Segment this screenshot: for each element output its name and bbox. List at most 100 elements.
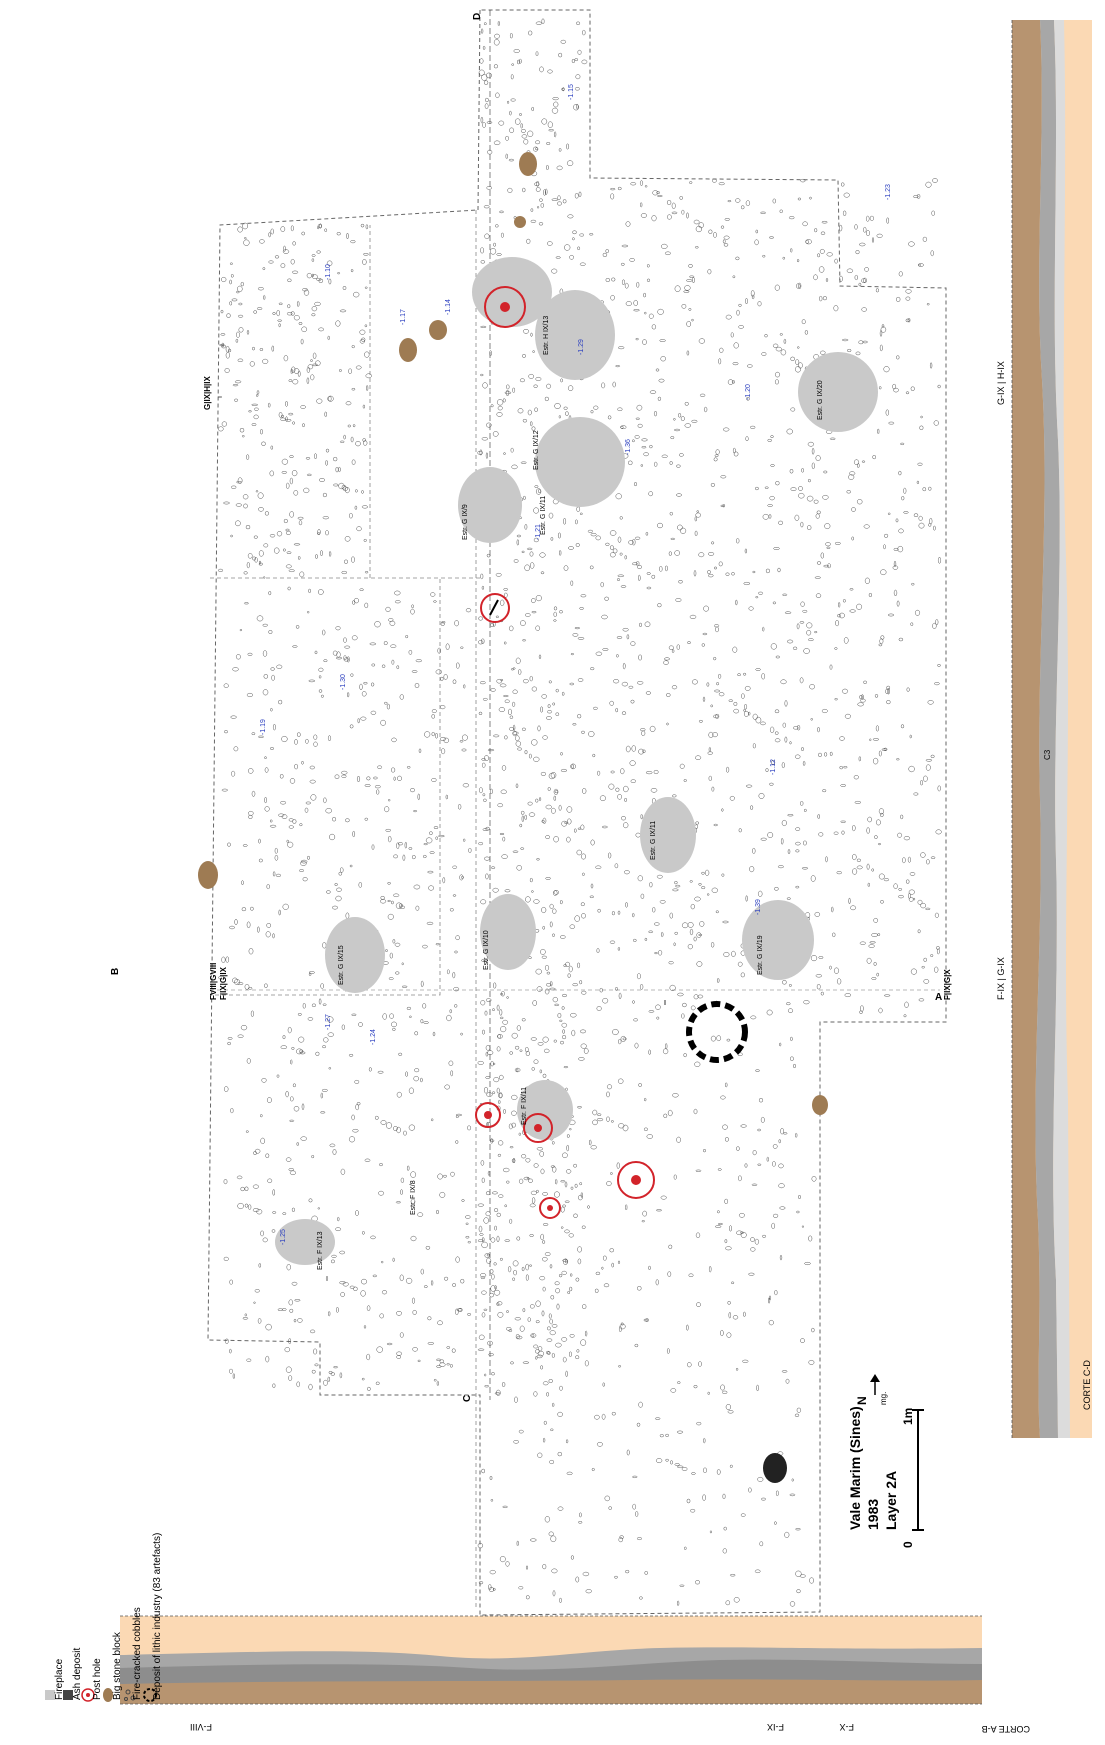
cobble bbox=[846, 268, 854, 274]
cobble bbox=[328, 1370, 333, 1375]
cobble bbox=[918, 515, 923, 521]
cobble bbox=[300, 338, 304, 345]
cobble bbox=[535, 595, 542, 602]
cobble bbox=[365, 373, 372, 379]
legend-label-fireplace: Fireplace bbox=[54, 1658, 65, 1700]
cobble bbox=[261, 1077, 267, 1083]
ab-fix-label: F-IX bbox=[767, 1722, 784, 1732]
cobble bbox=[770, 435, 774, 438]
cobble bbox=[790, 356, 795, 361]
cobble bbox=[729, 795, 735, 801]
cobble bbox=[452, 865, 458, 869]
cobble bbox=[537, 1346, 543, 1352]
cobble bbox=[318, 689, 323, 693]
cobble bbox=[607, 415, 612, 420]
cobble bbox=[229, 279, 232, 285]
cobble bbox=[311, 254, 316, 257]
cobble bbox=[299, 823, 303, 827]
cobble bbox=[908, 897, 914, 902]
cobble bbox=[584, 1330, 588, 1337]
cobble bbox=[482, 382, 488, 389]
cobble bbox=[568, 965, 573, 973]
cobble bbox=[235, 654, 241, 660]
cobble bbox=[752, 1150, 757, 1156]
cobble bbox=[526, 547, 533, 551]
cobble bbox=[394, 600, 401, 604]
cobble bbox=[454, 950, 458, 954]
cobble bbox=[356, 526, 362, 532]
cobble bbox=[477, 1348, 485, 1351]
cobble bbox=[248, 814, 253, 819]
cobble bbox=[364, 571, 369, 574]
cobble bbox=[646, 1134, 654, 1139]
section-ab bbox=[120, 1615, 982, 1705]
cobble bbox=[711, 887, 718, 893]
cobble bbox=[560, 768, 567, 773]
cobble bbox=[297, 1013, 302, 1016]
cobble bbox=[492, 1008, 495, 1012]
cobble bbox=[854, 224, 858, 230]
cobble bbox=[609, 552, 616, 558]
cobble bbox=[636, 973, 641, 980]
cobble bbox=[784, 1531, 790, 1538]
cobble bbox=[483, 798, 487, 802]
cobble bbox=[398, 1052, 403, 1056]
cobble bbox=[415, 905, 420, 911]
cobble bbox=[535, 147, 538, 151]
cobble bbox=[349, 512, 353, 519]
cobble bbox=[520, 123, 523, 129]
cobble bbox=[810, 875, 816, 882]
cobble bbox=[235, 503, 242, 507]
cobble bbox=[439, 1362, 446, 1367]
cobble bbox=[270, 228, 274, 235]
cobble bbox=[524, 564, 531, 572]
cobble bbox=[345, 818, 350, 823]
cobble bbox=[903, 1014, 907, 1018]
cobble bbox=[287, 1026, 292, 1034]
cobble bbox=[855, 351, 861, 356]
cobble bbox=[775, 346, 782, 352]
cobble bbox=[568, 1233, 574, 1238]
cobble bbox=[436, 1209, 439, 1215]
cobble bbox=[827, 563, 831, 569]
cobble bbox=[699, 393, 706, 397]
cobble bbox=[500, 1026, 507, 1033]
cobble bbox=[504, 391, 512, 395]
cobble bbox=[542, 1073, 547, 1078]
legend: Fireplace Ash deposit Post hole Big ston… bbox=[45, 1533, 163, 1702]
cobble bbox=[391, 767, 396, 773]
cobble bbox=[376, 1346, 383, 1353]
cobble bbox=[311, 1003, 316, 1008]
cobble bbox=[883, 878, 890, 882]
cobble bbox=[803, 1000, 810, 1005]
cobble bbox=[759, 1541, 764, 1547]
point-c-label: C bbox=[462, 1395, 473, 1402]
cobble bbox=[533, 1059, 539, 1064]
cobble bbox=[484, 1253, 491, 1258]
cobble bbox=[814, 911, 821, 917]
cobble bbox=[236, 481, 243, 484]
cobble bbox=[750, 805, 754, 810]
cobble bbox=[816, 561, 822, 565]
cobble bbox=[713, 823, 718, 827]
cobble bbox=[560, 39, 567, 44]
cobble bbox=[757, 1163, 762, 1166]
cobble bbox=[332, 1149, 337, 1155]
cobble bbox=[253, 310, 258, 314]
cobble bbox=[565, 411, 569, 416]
cobble bbox=[379, 1313, 384, 1319]
cobble bbox=[733, 701, 738, 706]
cobble bbox=[815, 513, 820, 519]
cobble bbox=[686, 1498, 691, 1504]
cobble bbox=[218, 426, 224, 432]
feature-label: Estr. F IX/8 bbox=[410, 1180, 417, 1215]
depth-label: -1.27 bbox=[325, 1014, 332, 1030]
cobble bbox=[422, 1003, 427, 1009]
cobble bbox=[780, 349, 787, 356]
cobble bbox=[632, 1475, 638, 1479]
cobble bbox=[575, 519, 578, 525]
cobble bbox=[307, 611, 310, 614]
cobble bbox=[431, 1118, 434, 1122]
cobble bbox=[740, 1231, 744, 1234]
cobble bbox=[634, 1343, 639, 1348]
